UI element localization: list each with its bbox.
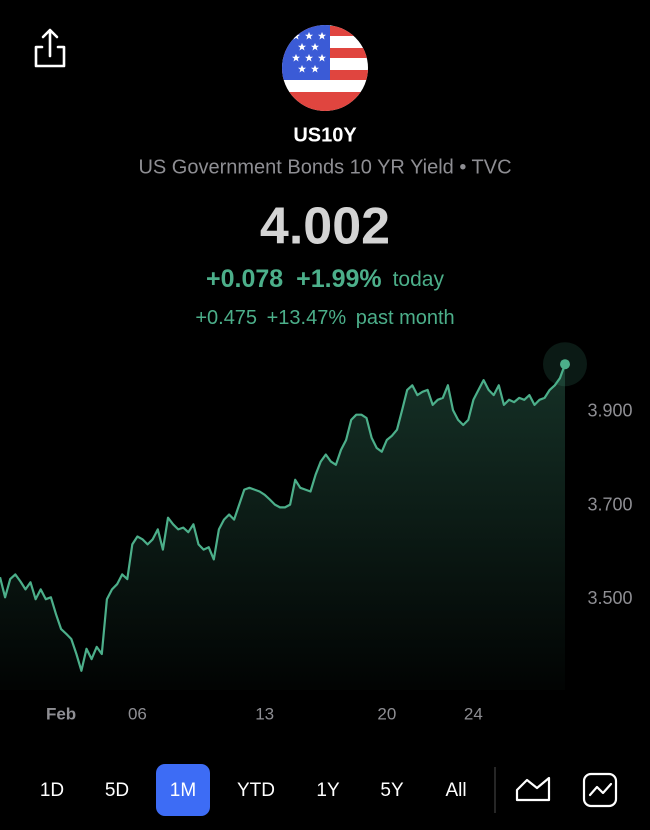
x-tick-label: 24 [464,704,483,723]
x-tick-label: 13 [255,704,274,723]
timeframe-button[interactable]: 1Y [316,780,340,801]
y-tick-label: 3.700 [587,494,632,514]
timeframe-button[interactable]: All [445,780,466,801]
price-line [0,363,567,672]
chart: 3.500 3.700 3.900 Feb 06 13 20 24 [0,342,633,723]
timeframe-button[interactable]: 1D [40,780,64,801]
x-tick-label: 06 [128,704,147,723]
timeframe-button[interactable]: 1M [170,780,196,801]
month-period: past month [356,307,455,329]
price: 4.002 [260,198,390,256]
last-point [560,359,570,370]
selected-tab-bg [156,764,210,816]
x-tick-label: 20 [377,704,396,723]
line-chart-toggle[interactable] [582,772,618,808]
symbol: US10Y [293,124,357,146]
instrument-name: US Government Bonds 10 YR Yield • TVC [138,156,511,178]
timeframe-button[interactable]: 5Y [380,780,404,801]
share-button[interactable] [34,28,66,68]
y-tick-label: 3.900 [587,401,632,421]
change-pct: +1.99% [296,265,382,293]
x-tick-label: Feb [46,704,76,723]
daily-change: +0.078 +1.99% today [206,265,444,293]
timeframe-button[interactable]: 5D [105,780,129,801]
monthly-change: +0.475 +13.47% past month [195,307,454,329]
change-period: today [393,268,445,291]
timeframe-button[interactable]: YTD [237,780,275,801]
y-tick-label: 3.500 [587,588,632,608]
timeframe-bar: 1D 5D 1M YTD 1Y 5Y All [40,764,467,816]
area-fill [0,364,565,690]
area-chart-toggle[interactable] [515,776,551,802]
change: +0.078 [206,265,283,293]
month-change-pct: +13.47% [267,307,347,329]
flag-icon [282,25,368,111]
month-change: +0.475 [195,307,257,329]
